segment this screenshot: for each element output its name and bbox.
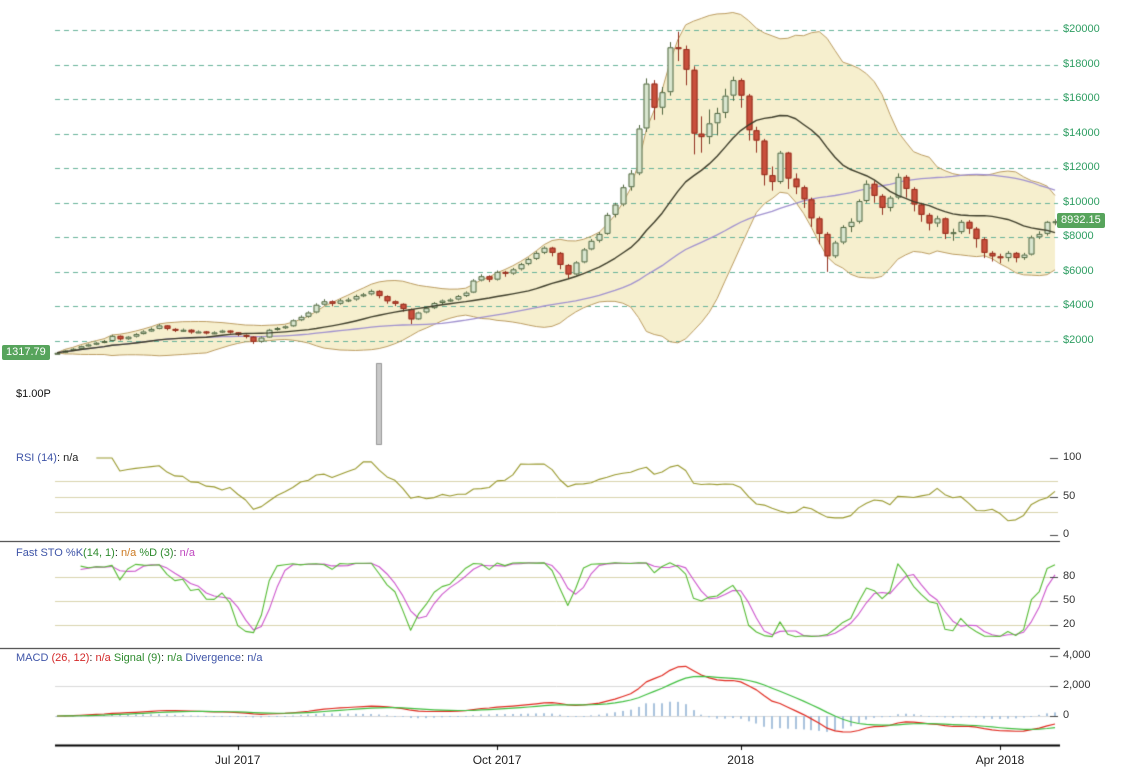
- start-price-badge: 1317.79: [2, 344, 50, 360]
- overlay-price-label: $1.00P: [16, 388, 51, 400]
- last-price-badge: 8932.15: [1057, 213, 1105, 229]
